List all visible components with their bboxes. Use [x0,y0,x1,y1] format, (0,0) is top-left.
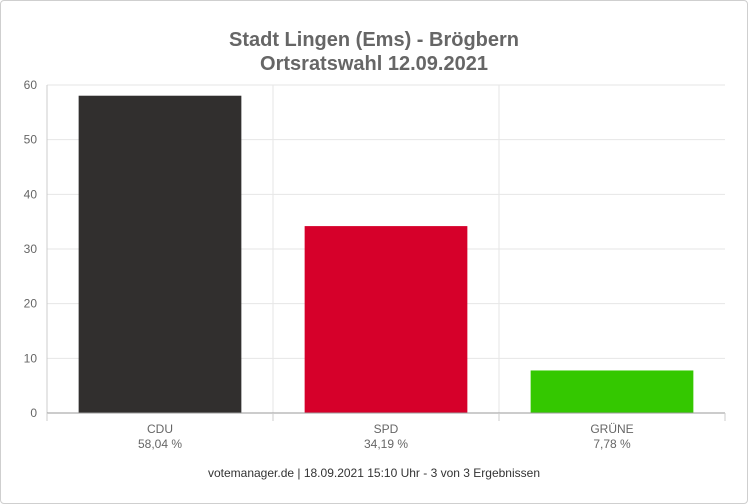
x-category-label: SPD [374,422,399,436]
y-tick-label: 10 [24,351,38,365]
chart-subtitle: Ortsratswahl 12.09.2021 [260,53,488,75]
y-tick-label: 40 [24,187,38,201]
x-value-label: 34,19 % [364,437,408,451]
x-value-label: 58,04 % [138,437,182,451]
chart-title: Stadt Lingen (Ems) - Brögbern [229,29,519,51]
bar-spd[interactable] [304,226,468,413]
y-tick-label: 30 [24,242,38,256]
chart-footer: votemanager.de | 18.09.2021 15:10 Uhr - … [207,466,540,480]
x-value-label: 7,78 % [593,437,631,451]
y-tick-label: 60 [24,78,38,92]
x-category-label: GRÜNE [590,422,633,436]
y-tick-label: 20 [24,297,38,311]
bar-grüne[interactable] [530,370,694,413]
y-tick-label: 50 [24,133,38,147]
bar-cdu[interactable] [78,95,242,414]
x-category-label: CDU [147,422,173,436]
y-tick-label: 0 [30,406,37,420]
